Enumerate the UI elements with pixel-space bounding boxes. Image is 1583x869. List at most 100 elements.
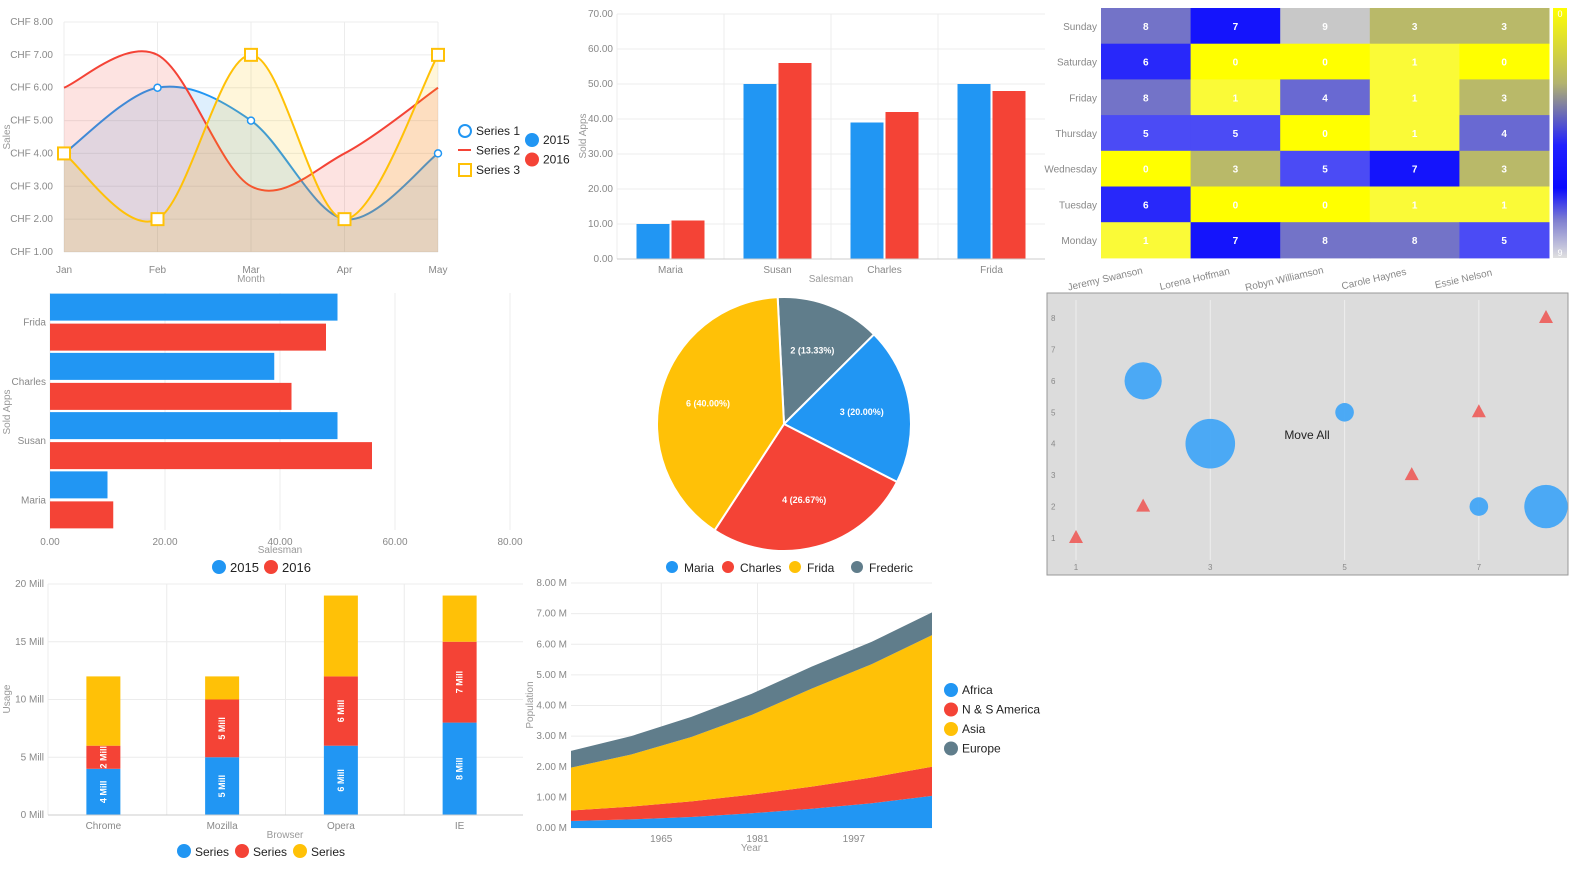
bar[interactable] [50,323,326,351]
triangle-point[interactable] [1136,498,1151,512]
triangle-point[interactable] [1069,530,1083,543]
bar[interactable] [50,442,372,470]
bubble-point[interactable] [1335,402,1354,422]
series3-point[interactable] [431,47,445,62]
heatmap-cell[interactable] [1459,186,1550,223]
heatmap-cell[interactable] [1369,186,1460,223]
legend-label[interactable]: Series [311,845,345,859]
heatmap-cell[interactable] [1280,222,1371,259]
legend-label[interactable]: Asia [962,722,986,736]
legend-label[interactable]: Charles [740,561,781,575]
move-all-annotation[interactable]: Move All [1284,428,1329,442]
area-series[interactable] [571,795,932,828]
heatmap-cell[interactable] [1369,150,1460,187]
area-series[interactable] [571,612,932,768]
heatmap-cell[interactable] [1280,115,1371,152]
bar[interactable] [50,501,114,529]
bar[interactable] [885,112,919,259]
bubble-point[interactable] [1185,418,1236,469]
bar[interactable] [636,224,670,259]
heatmap-cell[interactable] [1369,43,1460,80]
heatmap-cell[interactable] [1459,115,1550,152]
stacked-segment[interactable] [86,745,121,769]
bar[interactable] [957,84,991,259]
heatmap-cell[interactable] [1459,222,1550,259]
heatmap-cell[interactable] [1459,43,1550,80]
legend-label[interactable]: Europe [962,742,1001,756]
heatmap-cell[interactable] [1190,150,1281,187]
legend-label[interactable]: Series 1 [476,124,520,138]
stacked-segment[interactable] [442,722,477,815]
bubble-point[interactable] [1469,497,1489,516]
heatmap-cell[interactable] [1101,150,1192,187]
bubble-point[interactable] [1124,362,1162,400]
stacked-segment[interactable] [86,768,121,815]
pie-slice[interactable] [776,296,876,427]
triangle-point[interactable] [1471,404,1486,418]
legend-label[interactable]: Frida [807,561,835,575]
heatmap-cell[interactable] [1280,150,1371,187]
legend-label[interactable]: Series 3 [476,163,520,177]
series1-point[interactable] [433,149,443,158]
bar[interactable] [743,84,777,259]
series3-point[interactable] [337,212,352,227]
legend-label[interactable]: Series [195,845,229,859]
bubble-point[interactable] [1524,484,1568,529]
bar[interactable] [50,412,338,440]
heatmap-cell[interactable] [1459,8,1550,45]
heatmap-cell[interactable] [1190,222,1281,259]
legend-label[interactable]: Series 2 [476,144,520,158]
heatmap-cell[interactable] [1369,115,1460,152]
series1-point[interactable] [153,83,162,92]
stacked-segment[interactable] [442,641,477,723]
heatmap-cell[interactable] [1369,79,1460,116]
legend-label[interactable]: Series [253,845,287,859]
bar[interactable] [850,122,884,260]
heatmap-cell[interactable] [1101,115,1192,152]
heatmap-cell[interactable] [1280,8,1371,45]
heatmap-cell[interactable] [1101,186,1192,223]
bar[interactable] [50,382,292,410]
triangle-point[interactable] [1404,467,1419,481]
heatmap-cell[interactable] [1459,79,1550,116]
heatmap-cell[interactable] [1459,150,1550,187]
area-series[interactable] [571,635,932,811]
pie-slice[interactable] [656,296,786,532]
heatmap-cell[interactable] [1101,79,1192,116]
heatmap-cell[interactable] [1101,222,1192,259]
heatmap-cell[interactable] [1101,43,1192,80]
stacked-segment[interactable] [205,757,240,815]
heatmap-cell[interactable] [1369,222,1460,259]
legend-label[interactable]: 2015 [230,560,259,575]
area-series[interactable] [571,766,932,821]
bar[interactable] [778,63,812,259]
stacked-segment[interactable] [205,676,240,700]
heatmap-cell[interactable] [1190,43,1281,80]
heatmap-cell[interactable] [1190,186,1281,223]
stacked-segment[interactable] [323,676,358,746]
pie-slice[interactable] [782,332,912,484]
heatmap-cell[interactable] [1101,8,1192,45]
legend-label[interactable]: Maria [684,561,714,575]
legend-label[interactable]: 2016 [543,153,570,167]
bar[interactable] [671,220,705,260]
legend-label[interactable]: Frederic [869,561,913,575]
series1-point[interactable] [246,116,256,125]
legend-label[interactable]: Africa [962,683,993,697]
bar[interactable] [50,471,108,499]
bar[interactable] [50,352,275,380]
legend-label[interactable]: 2015 [543,133,570,147]
heatmap-cell[interactable] [1369,8,1460,45]
heatmap-cell[interactable] [1190,8,1281,45]
stacked-segment[interactable] [323,595,358,677]
stacked-segment[interactable] [442,595,477,642]
heatmap-cell[interactable] [1190,79,1281,116]
triangle-point[interactable] [1539,310,1553,323]
stacked-segment[interactable] [205,699,240,758]
heatmap-cell[interactable] [1280,79,1371,116]
bar[interactable] [50,293,338,321]
stacked-segment[interactable] [323,745,358,815]
heatmap-cell[interactable] [1280,186,1371,223]
series3-point[interactable] [150,212,165,227]
legend-label[interactable]: N & S America [962,703,1040,717]
